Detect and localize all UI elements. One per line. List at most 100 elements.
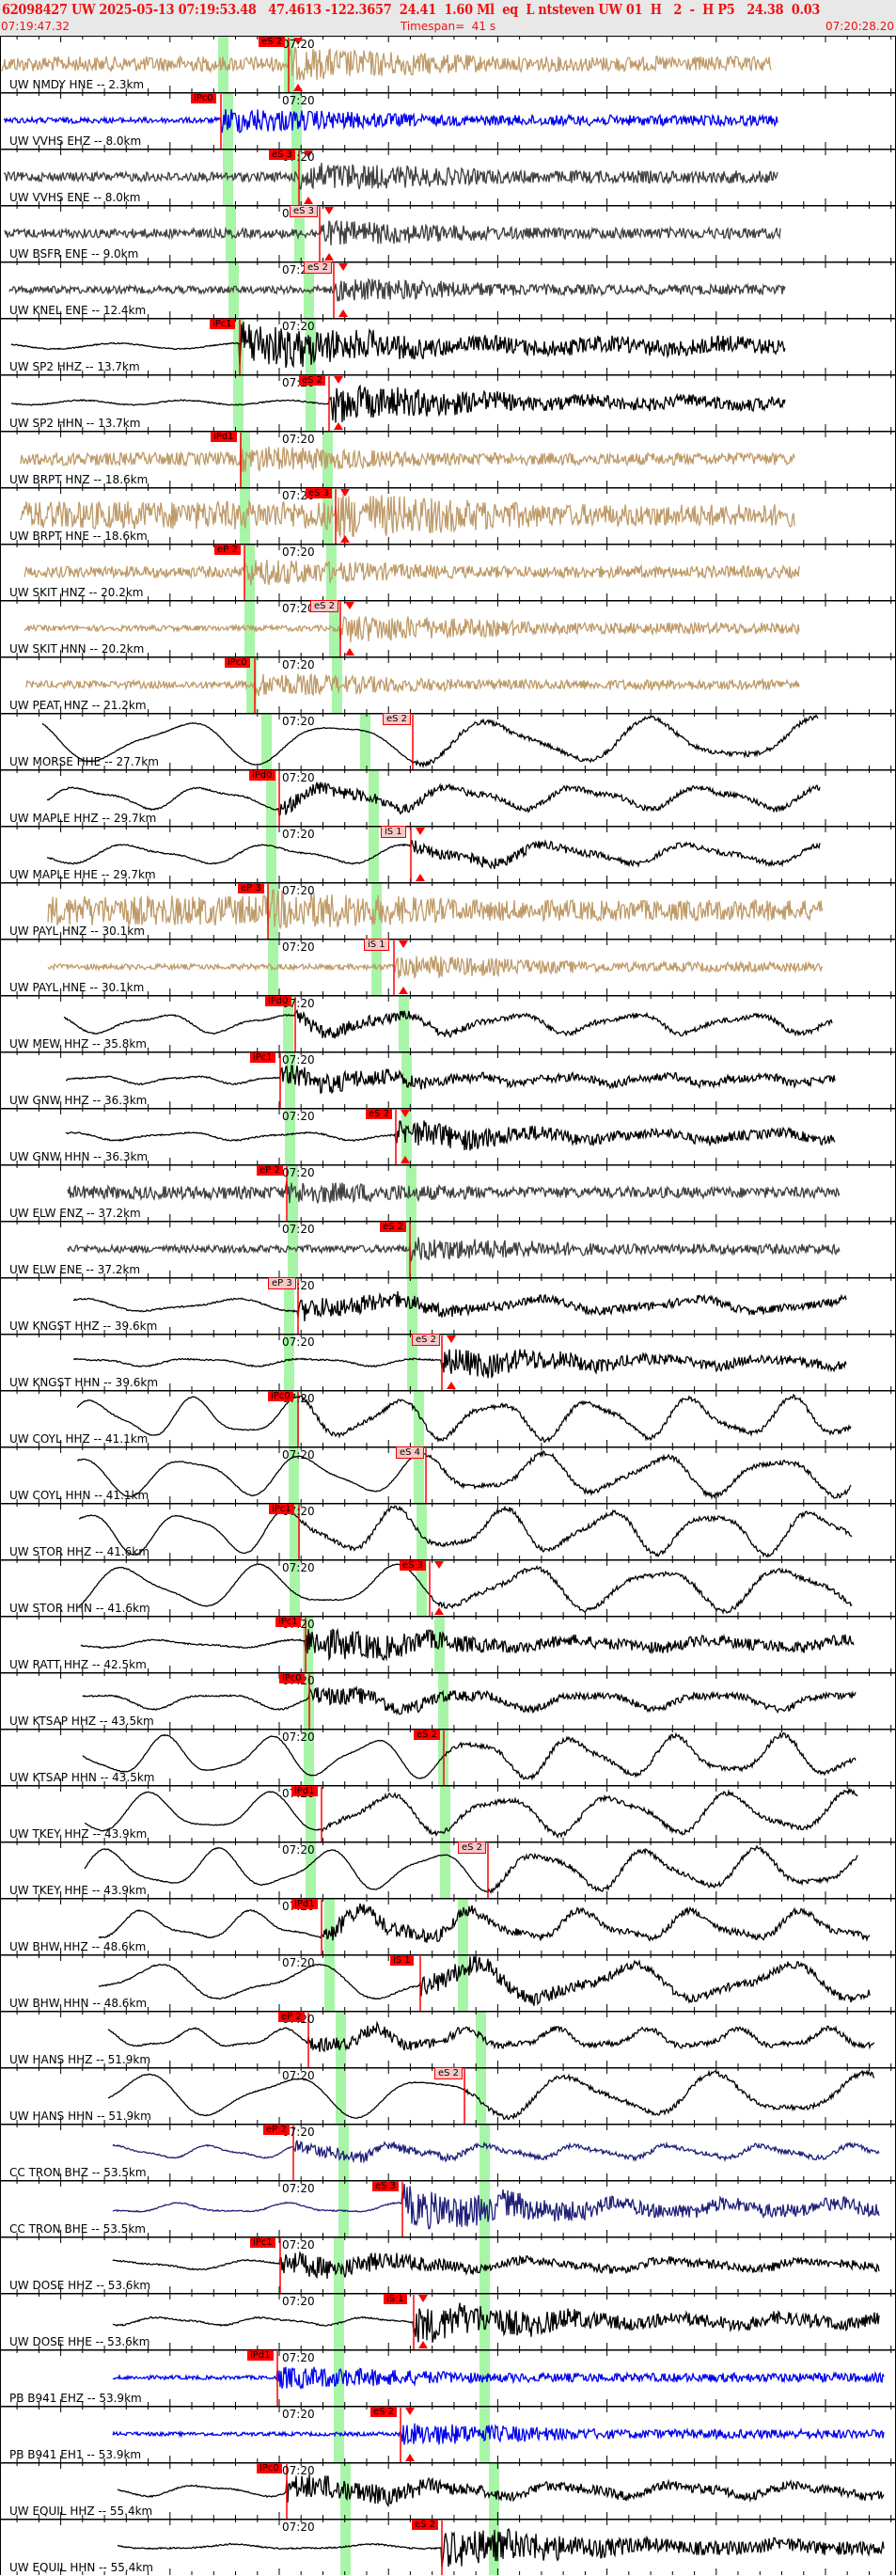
trace-row[interactable]: 07:20 iS 1 UW MAPLE HHE -- 29.7km: [0, 826, 896, 882]
trace-row[interactable]: 07:20 eS 3 UW STOR HHN -- 41.6km: [0, 1559, 896, 1616]
trace-row[interactable]: 07:20 eS 2 UW KNEL ENE -- 12.4km: [0, 261, 896, 318]
phase-pick-tag[interactable]: iS 1: [384, 2294, 407, 2304]
trace-row[interactable]: 07:20 iPc0 UW PEAT HNZ -- 21.2km: [0, 656, 896, 713]
trace-row[interactable]: 07:20 iPc1 UW SP2 HHZ -- 13.7km: [0, 318, 896, 374]
trace-row[interactable]: 07:20 iPc1 UW STOR HHZ -- 41.6km: [0, 1503, 896, 1559]
trace-row[interactable]: 07:20 eS 4 UW COYL HHN -- 41.1km: [0, 1446, 896, 1503]
phase-pick-tag[interactable]: eP 2: [278, 2012, 305, 2022]
phase-pick-tag[interactable]: eS 2: [259, 37, 286, 47]
phase-pick-tag[interactable]: iPc0: [191, 93, 216, 103]
phase-pick-tag[interactable]: iPd1: [291, 1786, 318, 1796]
trace-row[interactable]: 07:20 eS 2 UW NMDY HNE -- 2.3km: [0, 36, 896, 92]
phase-pick-tag[interactable]: eS 2: [299, 375, 326, 386]
station-channel-label: UW BRPT HNE -- 18.6km: [9, 529, 148, 543]
trace-row[interactable]: 07:20 eS 2 UW SKIT HNN -- 20.2km: [0, 600, 896, 656]
phase-pick-tag[interactable]: iPc0: [268, 1391, 293, 1401]
trace-row[interactable]: 07:20 eP 3 UW PAYL HNZ -- 30.1km: [0, 882, 896, 939]
phase-pick-tag[interactable]: iPc0: [225, 657, 250, 668]
trace-row[interactable]: 07:20 iS 1 UW BHW HHN -- 48.6km: [0, 1954, 896, 2011]
phase-pick-tag[interactable]: eP 2: [263, 2125, 290, 2135]
phase-pick-tag[interactable]: iPc0: [279, 1673, 305, 1683]
trace-row[interactable]: 07:20 eS 2 PB B941 EH1 -- 53.9km: [0, 2406, 896, 2462]
time-ticks: [16, 939, 892, 995]
waveform-plot: [0, 995, 896, 1051]
phase-pick-tag[interactable]: eS 3: [306, 488, 333, 498]
predicted-s-band: [326, 544, 337, 600]
phase-pick-tag[interactable]: eS 3: [290, 205, 319, 217]
phase-pick-tag[interactable]: eS 2: [370, 2407, 398, 2417]
trace-row[interactable]: 07:20 eS 2 UW TKEY HHE -- 43.9km: [0, 1841, 896, 1898]
phase-pick-tag[interactable]: eP 2: [257, 1165, 283, 1176]
trace-row[interactable]: 07:20 eS 2 UW KTSAP HHN -- 43.5km: [0, 1729, 896, 1785]
trace-row[interactable]: 07:20 iS 1 UW PAYL HNE -- 30.1km: [0, 939, 896, 995]
pick-uncertainty-triangle-icon: [324, 207, 334, 261]
trace-row[interactable]: 07:20 eS 2 UW MORSE HHE -- 27.7km: [0, 713, 896, 769]
phase-pick-tag[interactable]: iPd0: [249, 770, 275, 781]
phase-pick-tag[interactable]: iS 1: [390, 1955, 414, 1966]
phase-pick-tag[interactable]: iPc1: [250, 2237, 275, 2248]
phase-pick-tag[interactable]: iPc1: [275, 1617, 301, 1627]
seismic-waveform: [112, 2140, 880, 2164]
station-channel-label: UW STOR HHN -- 41.6km: [9, 1602, 150, 1615]
phase-pick-tag[interactable]: iS 1: [381, 826, 406, 838]
trace-row[interactable]: 07:20 iPc1 UW DOSE HHZ -- 53.6km: [0, 2236, 896, 2293]
trace-row[interactable]: 07:20 iPd1 PB B941 EHZ -- 53.9km: [0, 2349, 896, 2406]
phase-pick-tag[interactable]: eS 2: [412, 2520, 439, 2530]
phase-pick-tag[interactable]: eS 2: [458, 1841, 487, 1854]
phase-pick-tag[interactable]: eS 3: [400, 1560, 427, 1571]
phase-pick-tag[interactable]: eS 4: [396, 1446, 425, 1459]
phase-pick-tag[interactable]: iPc1: [269, 1504, 294, 1514]
phase-pick-tag[interactable]: eS 3: [372, 2181, 400, 2191]
phase-pick-tag[interactable]: eS 2: [412, 1334, 441, 1346]
trace-row[interactable]: 07:20 eP 2 UW ELW ENZ -- 37.2km: [0, 1164, 896, 1221]
time-ticks: [16, 1334, 892, 1390]
trace-row[interactable]: 07:20 eS 2 UW KNGST HHN -- 39.6km: [0, 1334, 896, 1390]
trace-row[interactable]: 07:20 iPc1 UW GNW HHZ -- 36.3km: [0, 1051, 896, 1108]
trace-row[interactable]: 07:20 iPd0 UW MEW HHZ -- 35.8km: [0, 995, 896, 1051]
phase-pick-tag[interactable]: iPc0: [257, 2463, 282, 2473]
trace-row[interactable]: 07:20 iPc0 UW EQUIL HHZ -- 55.4km: [0, 2462, 896, 2519]
trace-row[interactable]: 07:20 eS 2 UW HANS HHN -- 51.9km: [0, 2067, 896, 2124]
phase-pick-tag[interactable]: eP 3: [238, 883, 264, 893]
trace-row[interactable]: 07:20 eP 2 CC TRON BHZ -- 53.5km: [0, 2124, 896, 2180]
phase-pick-tag[interactable]: iPc1: [250, 1052, 275, 1063]
phase-pick-tag[interactable]: iPd1: [211, 432, 237, 442]
phase-pick-tag[interactable]: eS 2: [304, 261, 333, 274]
phase-pick-tag[interactable]: eS 2: [383, 713, 412, 725]
phase-pick-tag[interactable]: eP 3: [268, 1277, 296, 1289]
phase-pick-tag[interactable]: eS 2: [414, 1730, 441, 1740]
seismic-waveform: [84, 1844, 858, 1894]
trace-row[interactable]: 07:20 eS 2 UW GNW HHN -- 36.3km: [0, 1108, 896, 1164]
phase-pick-tag[interactable]: iS 1: [364, 939, 389, 951]
trace-row[interactable]: 07:20 iPd0 UW MAPLE HHZ -- 29.7km: [0, 769, 896, 826]
window-end-time: 07:20:28.20: [825, 20, 894, 33]
trace-row[interactable]: 07:20 eS 2 UW EQUIL HHN -- 55.4km: [0, 2519, 896, 2575]
trace-row[interactable]: 07:20 iPc0 UW COYL HHZ -- 41.1km: [0, 1390, 896, 1446]
trace-row[interactable]: 07:20 iPc0 UW VVHS EHZ -- 8.0km: [0, 92, 896, 149]
trace-row[interactable]: 07:20 eP 3 UW KNGST HHZ -- 39.6km: [0, 1277, 896, 1334]
phase-pick-tag[interactable]: eS 2: [366, 1109, 393, 1119]
phase-pick-tag[interactable]: eS 2: [434, 2067, 464, 2079]
trace-row[interactable]: 07:20 iPd1 UW BRPT HNZ -- 18.6km: [0, 431, 896, 487]
phase-pick-tag[interactable]: eS 2: [310, 600, 339, 612]
phase-pick-tag[interactable]: iPd1: [247, 2350, 274, 2361]
phase-pick-tag[interactable]: iPc1: [210, 319, 235, 329]
phase-pick-tag[interactable]: eP 2: [214, 545, 241, 555]
phase-pick-tag[interactable]: iPd0: [265, 996, 291, 1006]
trace-row[interactable]: 07:20 eS 3 UW BRPT HNE -- 18.6km: [0, 487, 896, 544]
trace-row[interactable]: 07:20 eS 2 UW ELW ENE -- 37.2km: [0, 1221, 896, 1277]
trace-row[interactable]: 07:20 eS 3 UW VVHS ENE -- 8.0km: [0, 149, 896, 205]
trace-row[interactable]: 07:20 iS 1 UW DOSE HHE -- 53.6km: [0, 2293, 896, 2349]
phase-pick-tag[interactable]: eS 3: [269, 150, 296, 160]
trace-row[interactable]: 07:20 eP 2 UW SKIT HNZ -- 20.2km: [0, 544, 896, 600]
phase-pick-tag[interactable]: eS 2: [380, 1222, 407, 1232]
trace-row[interactable]: 07:20 eS 3 CC TRON BHE -- 53.5km: [0, 2180, 896, 2236]
phase-pick-tag[interactable]: iPd1: [291, 1899, 318, 1909]
